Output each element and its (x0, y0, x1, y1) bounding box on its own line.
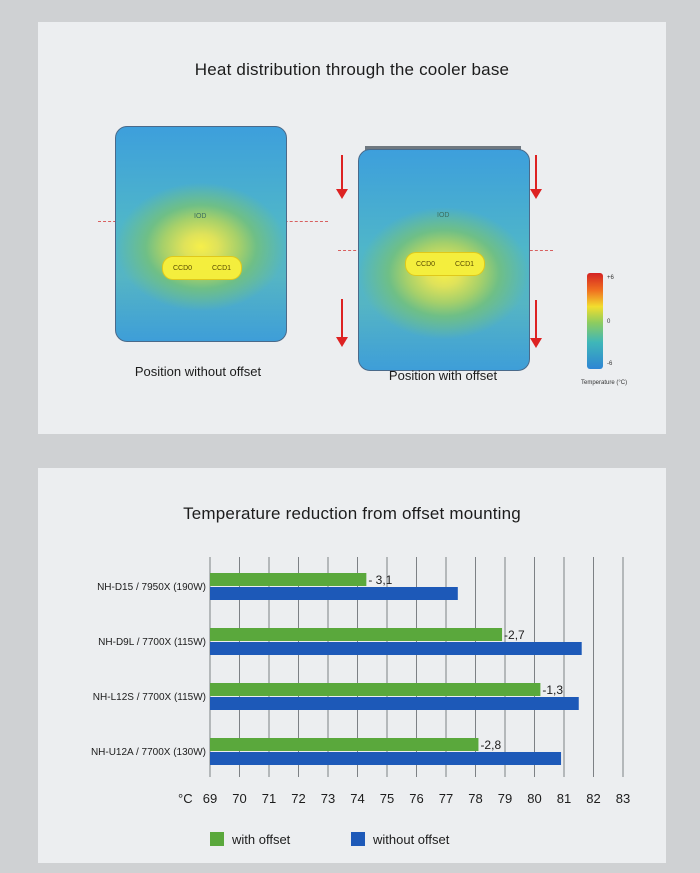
category-label: NH-D9L / 7700X (115W) (98, 637, 206, 648)
legend-label: without offset (372, 832, 450, 847)
tick-label: 69 (203, 791, 217, 806)
legend-swatch (210, 832, 224, 846)
heatmap-without-offset: IOD CCD0 CCD1 (115, 126, 287, 342)
arrow-down-icon (336, 155, 348, 199)
ccd-pair-left: CCD0 CCD1 (162, 256, 242, 280)
arrow-down-icon (530, 300, 542, 348)
category-label: NH-L12S / 7700X (115W) (93, 692, 206, 703)
tick-label: 81 (557, 791, 571, 806)
data-label: -2,7 (504, 628, 525, 642)
scale-mid-label: 0 (607, 319, 611, 325)
category-label: NH-D15 / 7950X (190W) (97, 582, 206, 593)
ccd0-label-right: CCD0 (415, 260, 436, 268)
ccd1-label-left: CCD1 (211, 264, 232, 272)
ccd-pair-right: CCD0 CCD1 (405, 252, 485, 276)
heatmap-with-offset: IOD CCD0 CCD1 (358, 149, 530, 371)
cooler-base-bar (365, 146, 521, 150)
tick-label: 79 (498, 791, 512, 806)
axis-unit-label: °C (178, 791, 193, 806)
bar-with-offset (210, 573, 367, 586)
legend-swatch (351, 832, 365, 846)
ccd0-label-left: CCD0 (172, 264, 193, 272)
bar-chart: NH-D15 / 7950X (190W) - 3,1 NH-D9L / 7700X… (91, 557, 630, 847)
category-label: NH-U12A / 7700X (130W) (91, 747, 206, 758)
tick-label: 72 (291, 791, 305, 806)
tick-label: 76 (409, 791, 423, 806)
bar-with-offset (210, 628, 503, 641)
bar-without-offset (210, 642, 582, 655)
tick-label: 74 (350, 791, 364, 806)
tick-label: 78 (468, 791, 482, 806)
caption-without-offset: Position without offset (134, 364, 262, 379)
tick-label: 71 (262, 791, 276, 806)
arrow-down-icon (336, 299, 348, 347)
data-label: - 3,1 (368, 573, 392, 587)
bar-without-offset (210, 587, 458, 600)
legend-label: with offset (231, 832, 291, 847)
tick-label: 73 (321, 791, 335, 806)
tick-label: 82 (586, 791, 600, 806)
data-label: -1,3 (542, 683, 563, 697)
scale-min-label: -6 (607, 361, 613, 367)
scale-max-label: +6 (607, 275, 614, 281)
bar-without-offset (210, 697, 579, 710)
tick-label: 70 (232, 791, 246, 806)
bar-with-offset (210, 683, 541, 696)
temperature-scale-bar (587, 273, 603, 369)
chart-title: Temperature reduction from offset mounti… (183, 504, 521, 523)
tick-label: 77 (439, 791, 453, 806)
io-die-label-left: IOD (194, 213, 207, 220)
bar-without-offset (210, 752, 562, 765)
arrow-down-icon (530, 155, 542, 199)
io-die-label-right: IOD (437, 212, 450, 219)
tick-label: 83 (616, 791, 630, 806)
caption-with-offset: Position with offset (388, 368, 498, 383)
bar-with-offset (210, 738, 479, 751)
temperature-chart-panel: Temperature reduction from offset mounti… (38, 468, 666, 863)
heat-distribution-title: Heat distribution through the cooler bas… (194, 60, 510, 79)
ccd1-label-right: CCD1 (454, 260, 475, 268)
heat-distribution-panel: Heat distribution through the cooler bas… (38, 22, 666, 434)
tick-label: 80 (527, 791, 541, 806)
tick-label: 75 (380, 791, 394, 806)
scale-title: Temperature (°C) (581, 380, 628, 386)
data-label: -2,8 (480, 738, 501, 752)
